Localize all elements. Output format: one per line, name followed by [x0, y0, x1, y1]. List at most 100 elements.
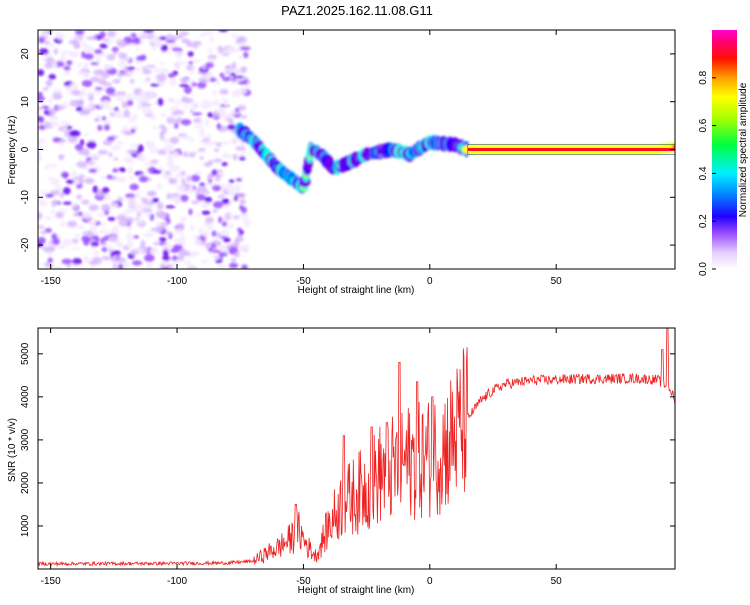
noise-blob [235, 185, 241, 192]
noise-blob [55, 244, 66, 250]
snr-y-tick-label: 2000 [20, 471, 31, 494]
noise-blob [38, 37, 45, 44]
noise-blob [207, 222, 213, 229]
noise-blob [216, 50, 226, 56]
noise-blob [88, 218, 98, 226]
noise-blob [201, 210, 211, 216]
noise-blob [42, 139, 47, 143]
noise-blob [140, 239, 146, 248]
noise-blob [228, 179, 235, 184]
noise-blob [97, 212, 105, 218]
noise-blob [92, 256, 102, 265]
colorbar-ticks: 0.0 0.2 0.4 0.6 0.8 [698, 70, 716, 276]
noise-blob [62, 187, 71, 195]
noise-blob [38, 111, 42, 117]
noise-blob [133, 235, 140, 239]
noise-blob [193, 59, 201, 63]
noise-blob [112, 78, 121, 84]
noise-blob [199, 182, 206, 187]
noise-blob [218, 171, 224, 176]
noise-blob [219, 245, 225, 252]
noise-blob [90, 62, 99, 66]
noise-blob [204, 118, 210, 127]
noise-blob [76, 194, 82, 200]
noise-blob [183, 151, 189, 158]
noise-blob [76, 62, 83, 67]
noise-blob [210, 140, 218, 146]
noise-blob [169, 106, 179, 112]
noise-blob [137, 144, 144, 153]
noise-blob [38, 236, 46, 244]
noise-blob [47, 163, 59, 168]
noise-blob [93, 250, 101, 255]
spectrogram-x-tick-label: -50 [296, 276, 311, 287]
snr-x-tick-label: -50 [296, 576, 311, 587]
noise-blob [188, 151, 196, 158]
noise-blob [173, 228, 184, 235]
noise-blob [72, 258, 83, 265]
noise-blob [90, 76, 101, 83]
noise-blob [102, 100, 111, 107]
noise-blob [218, 216, 223, 224]
colorbar-tick-label: 0.8 [698, 70, 709, 84]
noise-blob [45, 44, 56, 48]
noise-blob [152, 169, 162, 174]
noise-blob [169, 115, 175, 119]
noise-blob [235, 68, 243, 75]
noise-blob [84, 53, 94, 60]
spectrogram-heatmap [38, 30, 675, 269]
noise-blob [208, 247, 214, 252]
snr-x-tick-label: -150 [41, 576, 61, 587]
noise-blob [205, 62, 214, 69]
noise-blob [114, 107, 119, 112]
noise-blob [194, 170, 203, 175]
noise-blob [73, 176, 83, 180]
noise-blob [38, 211, 43, 220]
noise-blob [95, 56, 101, 65]
noise-blob [112, 225, 119, 234]
noise-blob [117, 263, 124, 269]
noise-blob [196, 185, 208, 193]
noise-blob [225, 46, 236, 54]
noise-blob [88, 94, 94, 102]
noise-blob [175, 184, 186, 191]
noise-blob [207, 112, 214, 118]
noise-blob [181, 177, 186, 184]
noise-blob [38, 69, 45, 77]
noise-blob [218, 30, 229, 33]
noise-blob [174, 50, 183, 59]
noise-blob [176, 223, 185, 229]
noise-blob [183, 85, 192, 94]
noise-blob [149, 146, 160, 154]
noise-blob [110, 145, 121, 151]
noise-blob [123, 261, 130, 269]
noise-blob [124, 198, 134, 202]
noise-blob [138, 175, 149, 183]
noise-blob [213, 148, 220, 152]
noise-blob [174, 122, 179, 129]
noise-blob [232, 153, 238, 161]
noise-blob [161, 126, 168, 135]
colorbar-tick-label: 0.6 [698, 118, 709, 132]
noise-blob [117, 72, 124, 77]
noise-blob [72, 169, 77, 176]
noise-blob [160, 44, 168, 52]
noise-blob [179, 61, 187, 65]
noise-blob [230, 72, 236, 77]
noise-blob [171, 111, 180, 116]
noise-blob [206, 133, 211, 140]
noise-blob [149, 213, 155, 221]
noise-blob [42, 86, 49, 91]
snr-series-line [38, 328, 675, 568]
noise-blob [166, 218, 171, 225]
noise-blob [167, 97, 176, 103]
noise-blob [116, 141, 124, 146]
noise-blob [153, 67, 161, 73]
noise-blob [234, 251, 241, 258]
noise-blob [130, 128, 136, 134]
spectrogram-y-tick-label: -20 [20, 237, 31, 252]
noise-blob [167, 264, 174, 269]
noise-blobs [38, 30, 252, 269]
noise-blob [185, 79, 196, 84]
